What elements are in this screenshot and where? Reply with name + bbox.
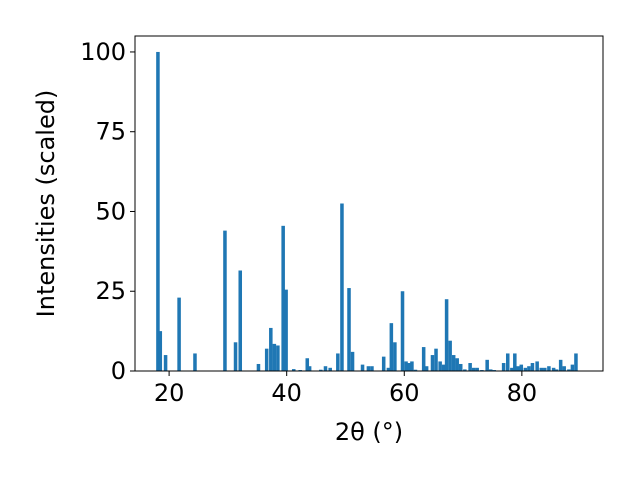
x-axis-ticks: 20 40 60 80: [154, 371, 537, 407]
bar: [393, 342, 397, 371]
y-axis-label: Intensities (scaled): [32, 90, 60, 318]
x-axis-label: 2θ (°): [335, 418, 403, 446]
bar: [519, 364, 524, 371]
x-tick-label: 20: [154, 379, 185, 407]
bar: [501, 363, 506, 371]
bar: [177, 297, 181, 371]
bar: [451, 355, 456, 371]
bar: [574, 353, 578, 371]
bar: [513, 353, 517, 371]
bar: [438, 361, 442, 371]
bar: [264, 348, 269, 371]
bar: [444, 299, 449, 371]
y-axis-ticks: 0 25 50 75 100: [80, 38, 135, 385]
bar: [291, 369, 296, 371]
bar: [281, 225, 285, 371]
bar: [539, 367, 544, 371]
bar: [193, 353, 197, 371]
bar: [475, 367, 479, 371]
bar: [256, 363, 261, 371]
bar: [381, 356, 386, 371]
bar: [269, 327, 273, 371]
bar: [468, 363, 472, 371]
bar: [328, 367, 332, 371]
bar: [543, 367, 547, 371]
bar: [407, 363, 411, 371]
bar: [570, 364, 575, 371]
y-tick-label: 25: [95, 277, 126, 305]
bar: [389, 323, 394, 371]
bar: [463, 369, 467, 371]
x-tick-label: 80: [507, 379, 538, 407]
bar: [223, 230, 227, 371]
x-tick-label: 40: [271, 379, 302, 407]
bar: [547, 366, 551, 371]
bar: [530, 363, 535, 371]
bar: [421, 347, 426, 371]
bar: [434, 348, 438, 371]
bars-group: [156, 51, 578, 371]
bar: [319, 369, 323, 371]
bar: [551, 367, 556, 371]
bar: [323, 366, 328, 371]
bar: [276, 345, 280, 371]
bar: [233, 342, 238, 371]
bar: [360, 364, 365, 371]
bar: [410, 361, 414, 371]
bar: [238, 270, 243, 371]
y-tick-label: 50: [95, 197, 126, 225]
bar: [163, 355, 168, 371]
bar: [441, 364, 446, 371]
bar: [505, 353, 510, 371]
y-tick-label: 75: [95, 118, 126, 146]
x-tick-label: 60: [389, 379, 420, 407]
bar: [413, 369, 418, 371]
bar: [156, 51, 160, 371]
y-tick-label: 100: [80, 38, 126, 66]
bar: [567, 369, 571, 371]
bar: [488, 369, 493, 371]
bar: [455, 358, 459, 371]
bar: [558, 359, 563, 371]
bar: [347, 288, 351, 371]
bar: [510, 367, 514, 371]
y-tick-label: 0: [111, 357, 126, 385]
bar: [272, 343, 277, 371]
bar: [471, 367, 476, 371]
bar: [527, 366, 531, 371]
bar: [386, 367, 391, 371]
bar: [485, 359, 489, 371]
plot-frame: [134, 35, 604, 372]
bar: [554, 369, 559, 371]
bar: [430, 355, 435, 371]
bar: [336, 353, 340, 371]
bar: [366, 366, 371, 371]
bar: [535, 361, 539, 371]
bar: [515, 366, 520, 371]
bar: [305, 358, 310, 371]
bar: [404, 361, 408, 371]
bar: [458, 363, 463, 371]
bar: [340, 203, 344, 371]
bar: [424, 366, 429, 371]
bar: [370, 366, 374, 371]
bar: [158, 331, 163, 371]
bar: [400, 291, 405, 371]
bar: [562, 366, 566, 371]
bar: [307, 366, 312, 371]
bar: [350, 351, 355, 371]
bar: [448, 340, 452, 371]
bar: [523, 367, 528, 371]
bar: [284, 289, 288, 371]
